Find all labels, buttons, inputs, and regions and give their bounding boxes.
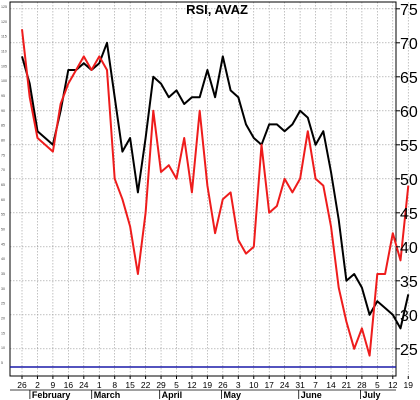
left-scale-label: 35	[1, 272, 5, 276]
left-scale-label: 20	[1, 317, 5, 321]
left-scale-label: 115	[1, 35, 7, 39]
plot-frame	[9, 1, 397, 377]
x-tick-label: 24	[79, 380, 89, 390]
left-scale-label: 80	[1, 139, 5, 143]
left-scale-label: 100	[1, 79, 7, 83]
left-scale-label: 30	[1, 287, 5, 291]
left-scale-label: 70	[1, 168, 5, 172]
month-label: March	[94, 390, 121, 400]
left-scale-label: 40	[1, 257, 5, 261]
x-tick-label: 24	[280, 380, 290, 390]
left-scale-label: 95	[1, 94, 5, 98]
x-tick-label: 31	[295, 380, 305, 390]
x-tick-label: 5	[174, 380, 179, 390]
red-series-line	[21, 29, 410, 357]
left-scale-label: 90	[1, 109, 5, 113]
left-scale-label: 65	[1, 183, 5, 187]
left-scale-label: 120	[1, 20, 7, 24]
left-scale-label: 110	[1, 50, 7, 54]
x-tick-label: 22	[141, 380, 151, 390]
x-tick-label: 8	[112, 380, 117, 390]
y-tick-label: 65	[400, 70, 418, 87]
y-tick-label: 50	[400, 172, 418, 189]
x-tick-label: 19	[203, 380, 213, 390]
x-tick-label: 9	[51, 380, 56, 390]
x-tick-label: 29	[156, 380, 166, 390]
x-tick-label: 16	[64, 380, 74, 390]
month-label: May	[223, 390, 241, 400]
left-scale-label: 75	[1, 153, 5, 157]
month-label: February	[32, 390, 71, 400]
x-tick-label: 10	[249, 380, 259, 390]
month-label: April	[162, 390, 183, 400]
y-tick-label: 60	[400, 104, 418, 121]
y-axis-ticks: 25 30 35 40 45 50 55 60 65 70 75	[396, 2, 418, 359]
y-tick-label: 35	[400, 274, 418, 291]
left-scale-label: 55	[1, 213, 5, 217]
x-tick-label: 7	[313, 380, 318, 390]
series-layer	[21, 29, 410, 357]
left-scale-label: 50	[1, 228, 5, 232]
x-tick-label: 1	[97, 380, 102, 390]
left-scale-labels: 1251201151101051009590858075706560555045…	[1, 5, 7, 365]
month-labels: February March April May June July	[29, 390, 381, 400]
y-tick-label: 55	[400, 138, 418, 155]
x-tick-label: 12	[187, 380, 197, 390]
y-tick-label: 45	[400, 206, 418, 223]
left-scale-label: 5	[1, 361, 3, 365]
x-tick-label: 14	[326, 380, 336, 390]
y-tick-label: 40	[400, 240, 418, 257]
left-scale-label: 45	[1, 242, 5, 246]
x-tick-label: 17	[264, 380, 274, 390]
month-label: July	[363, 390, 381, 400]
left-scale-label: 15	[1, 331, 5, 335]
x-tick-label: 5	[375, 380, 380, 390]
left-scale-label: 85	[1, 124, 5, 128]
x-axis-ticks: 26 2 9 16 24 1 8 15 22 29 5 12 19 26 3 10 17 24 31 7 14 21 28 5…	[10, 376, 414, 391]
x-tick-label: 26	[218, 380, 228, 390]
x-tick-label: 15	[125, 380, 135, 390]
x-tick-label: 26	[17, 380, 27, 390]
x-tick-label: 2	[35, 380, 40, 390]
x-tick-label: 21	[342, 380, 352, 390]
left-scale-label: 105	[1, 64, 7, 68]
black-series-line	[21, 41, 410, 330]
x-tick-label: 12	[388, 380, 398, 390]
chart-title: RSI, AVAZ	[186, 2, 248, 17]
month-label: June	[301, 390, 322, 400]
left-scale-label: 60	[1, 198, 5, 202]
x-tick-label: 19	[404, 380, 414, 390]
y-tick-label: 70	[400, 36, 418, 53]
x-tick-label: 28	[357, 380, 367, 390]
y-tick-label: 25	[400, 342, 418, 359]
x-tick-label: 3	[236, 380, 241, 390]
left-scale-label: 25	[1, 302, 5, 306]
y-tick-label: 30	[400, 308, 418, 325]
left-scale-label: 10	[1, 346, 5, 350]
left-scale-label: 125	[1, 5, 7, 9]
y-tick-label: 75	[400, 2, 418, 19]
